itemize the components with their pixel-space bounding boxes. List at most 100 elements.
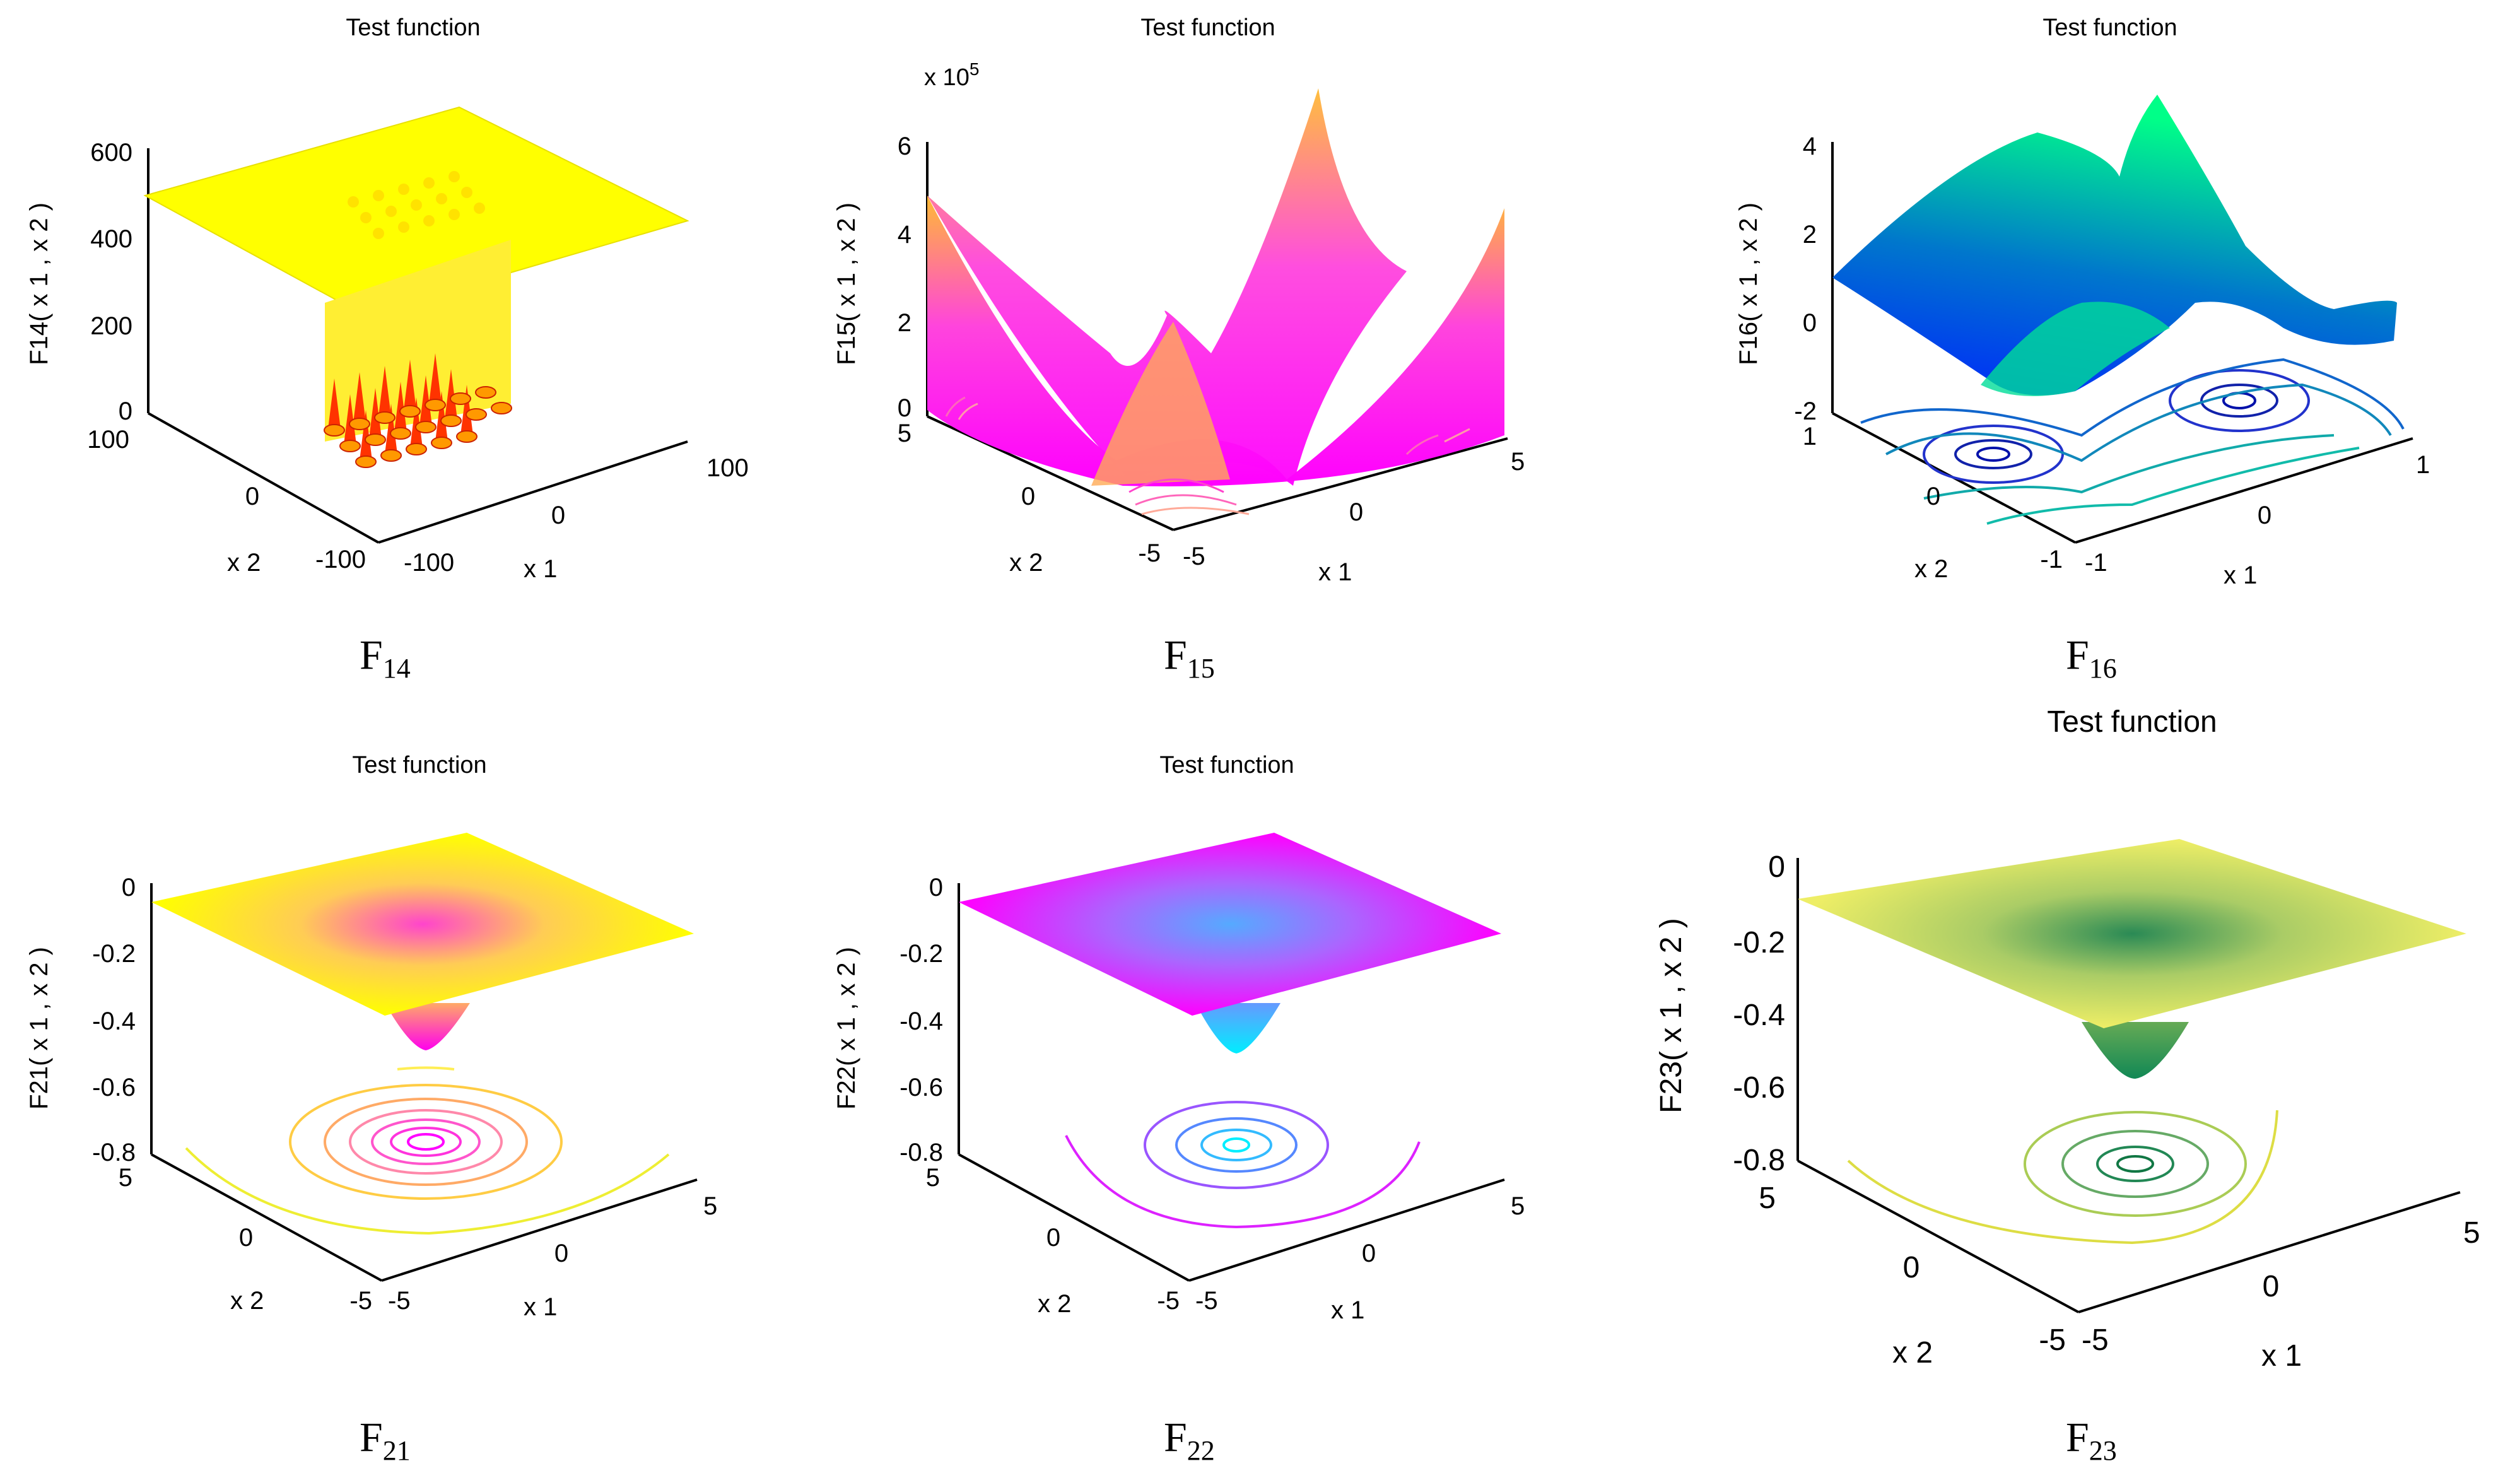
f15-x-tick: 0 <box>1349 498 1363 526</box>
f16-x-tick: -1 <box>2085 549 2107 577</box>
f23-y-tick: 0 <box>1903 1251 1920 1284</box>
f16-y-tick: 0 <box>1926 483 1940 510</box>
f22-x-ticks: -5 0 5 <box>1195 1192 1525 1315</box>
f23-surface-well <box>2082 1022 2189 1079</box>
f22-z-tick: 0 <box>929 874 943 901</box>
f16-x-label: x 1 <box>2224 561 2257 589</box>
f23-z-tick: -0.2 <box>1733 926 1785 960</box>
f23-x-axis-line <box>2078 1191 2461 1313</box>
f22-caption-sub: 22 <box>1187 1435 1215 1466</box>
f21-axes <box>150 883 698 1282</box>
f22-x-label: x 1 <box>1331 1296 1364 1324</box>
f23-x-label: x 1 <box>2261 1339 2302 1373</box>
f14-x-ticks: -100 0 100 <box>404 454 749 577</box>
f22-y-tick: 5 <box>926 1164 940 1192</box>
f16-contours <box>1860 358 2405 525</box>
f23-y-ticks: 5 0 -5 <box>1759 1182 2066 1357</box>
f22-surface-well <box>1195 1003 1281 1053</box>
f16-caption: F16 <box>2066 632 2117 684</box>
f16-z-ticks: -2 0 2 4 <box>1794 132 1817 425</box>
f15-y-axis-line <box>927 415 1174 531</box>
f15-exp-base: x 10 <box>924 64 970 91</box>
f16-caption-sub: 16 <box>2089 653 2117 684</box>
f16-surface <box>1832 95 2397 396</box>
f21-z-tick: -0.4 <box>92 1007 136 1035</box>
f23-title: Test function <box>2047 705 2217 739</box>
f21-y-label: x 2 <box>230 1287 264 1315</box>
f14-axes <box>147 148 688 544</box>
f14-z-ticks: 0 200 400 600 <box>90 139 132 425</box>
f16-y-tick: 1 <box>1803 423 1817 450</box>
f21-z-ticks: -0.8 -0.6 -0.4 -0.2 0 <box>92 874 136 1166</box>
f21-y-tick: 5 <box>119 1164 132 1192</box>
f14-y-tick: 0 <box>245 483 259 510</box>
f22-title: Test function <box>1159 752 1294 778</box>
f21-caption: F21 <box>360 1414 411 1466</box>
f22-z-ticks: -0.8 -0.6 -0.4 -0.2 0 <box>900 874 943 1166</box>
f23-z-label: F23( x 1 , x 2 ) <box>1655 918 1688 1113</box>
f15-x-tick: -5 <box>1183 543 1205 570</box>
f21-y-ticks: 5 0 -5 <box>119 1164 372 1315</box>
f15-title: Test function <box>1140 15 1275 41</box>
f21-z-tick: -0.6 <box>92 1074 136 1101</box>
f22-caption-main: F <box>1164 1414 1187 1460</box>
f23-y-tick: -5 <box>2039 1323 2066 1357</box>
f21-x-label: x 1 <box>524 1293 557 1321</box>
f14-x-tick: -100 <box>404 549 454 577</box>
f22-x-tick: 5 <box>1511 1192 1525 1220</box>
f15-surface-peak <box>927 88 1407 486</box>
f21-y-tick: 0 <box>239 1224 253 1252</box>
f14-y-tick: 100 <box>87 426 129 454</box>
f16-z-tick: 0 <box>1803 309 1817 337</box>
f23-z-tick: -0.6 <box>1733 1071 1785 1105</box>
f14-x-tick: 100 <box>706 454 749 482</box>
f15-y-tick: 0 <box>1021 483 1035 510</box>
f22-z-tick: -0.6 <box>900 1074 943 1101</box>
f15-caption-sub: 15 <box>1187 653 1215 684</box>
f15-z-tick: 0 <box>898 394 911 422</box>
f16-x-tick: 0 <box>2258 502 2271 529</box>
f21-z-tick: -0.2 <box>92 940 136 968</box>
f14-surface-plateau <box>143 106 689 317</box>
f22-x-tick: 0 <box>1362 1240 1376 1267</box>
f23-x-tick: -5 <box>2082 1323 2109 1357</box>
f21-x-tick: 5 <box>703 1192 717 1220</box>
f15-z-ticks: 0 2 4 6 <box>898 132 911 422</box>
f15-exp-power: 5 <box>970 59 980 79</box>
f15-contours <box>945 396 1470 515</box>
chart-f14: Test function 0 200 400 600 <box>25 15 749 684</box>
f15-y-tick: -5 <box>1138 539 1161 567</box>
f23-z-tick: 0 <box>1768 850 1785 884</box>
f14-z-label: F14( x 1 , x 2 ) <box>25 202 53 365</box>
f21-y-axis-line <box>151 1153 382 1282</box>
f15-x-axis-line <box>1173 437 1508 531</box>
f14-x-axis-line <box>378 440 688 544</box>
f22-y-label: x 2 <box>1038 1290 1071 1318</box>
f23-y-label: x 2 <box>1892 1336 1933 1370</box>
f15-z-label: F15( x 1 , x 2 ) <box>833 202 860 365</box>
f14-z-tick: 600 <box>90 139 132 167</box>
f16-x-ticks: -1 0 1 <box>2085 451 2430 577</box>
f15-y-label: x 2 <box>1009 549 1043 577</box>
f15-z-tick: 2 <box>898 309 911 337</box>
f21-y-tick: -5 <box>349 1287 372 1315</box>
f21-title: Test function <box>352 752 486 778</box>
f16-x-axis-line <box>2075 437 2413 544</box>
f22-x-axis-line <box>1188 1178 1505 1282</box>
f21-x-tick: 0 <box>554 1240 568 1267</box>
f14-y-ticks: 100 0 -100 <box>87 426 366 573</box>
f14-caption: F14 <box>360 632 411 684</box>
chart-f15: Test function x 105 0 2 4 6 5 0 -5 <box>833 15 1525 684</box>
f15-z-tick: 4 <box>898 221 911 249</box>
f15-x-label: x 1 <box>1318 558 1352 586</box>
f14-caption-sub: 14 <box>383 653 411 684</box>
f23-contours <box>1847 1110 2278 1245</box>
f16-caption-main: F <box>2066 632 2089 678</box>
f16-y-ticks: 1 0 -1 <box>1803 423 2063 573</box>
f15-caption: F15 <box>1164 632 1215 684</box>
chart-f23: Test function -0.8 -0.6 -0.4 -0.2 0 5 0 … <box>1655 705 2480 1466</box>
f15-z-exponent: x 105 <box>924 59 979 91</box>
f23-z-tick: -0.4 <box>1733 999 1785 1032</box>
f14-spikes <box>328 353 473 461</box>
f14-x-tick: 0 <box>551 502 565 529</box>
